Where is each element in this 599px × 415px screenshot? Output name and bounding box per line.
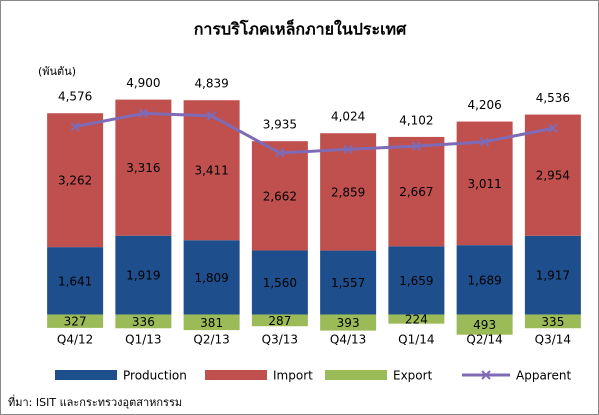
bar <box>320 133 377 251</box>
bar <box>456 314 513 335</box>
total-label: 4,900 <box>126 76 160 90</box>
bar <box>183 100 240 241</box>
bar <box>47 314 104 328</box>
value-label: 287 <box>268 314 291 328</box>
value-label: 393 <box>337 316 360 330</box>
value-label: 1,641 <box>58 274 92 288</box>
line-marker <box>411 141 422 151</box>
total-label: 4,024 <box>331 110 365 124</box>
value-label: 1,560 <box>263 276 297 290</box>
bar <box>251 250 308 315</box>
value-label: 2,662 <box>263 189 297 203</box>
bar <box>388 246 445 315</box>
line-marker <box>479 137 490 147</box>
line-marker <box>275 148 285 158</box>
line <box>74 111 554 155</box>
source: ที่มา: ISIT และกระทรวงอุตสาหกรรม <box>8 394 182 409</box>
value-label: 3,316 <box>126 161 160 175</box>
x-tick-label: Q2/13 <box>193 333 229 347</box>
value-label: 3,011 <box>467 177 501 191</box>
bar <box>388 314 445 324</box>
bar <box>183 314 240 331</box>
bar <box>524 114 581 236</box>
chart-title: การบริโภคเหล็กภายในประเทศ <box>194 18 407 39</box>
legend-label: Export <box>393 369 433 383</box>
bar <box>456 245 513 315</box>
value-label: 336 <box>132 315 155 329</box>
total-label: 4,839 <box>194 77 228 91</box>
value-label: 381 <box>200 316 223 330</box>
value-label: 2,667 <box>399 185 433 199</box>
legend-marker <box>481 370 491 380</box>
x-tick-label: Q3/14 <box>535 333 571 347</box>
line-marker <box>70 121 80 132</box>
line-marker <box>138 108 149 119</box>
x-tick-label: Q2/14 <box>466 333 502 347</box>
bar <box>183 240 240 315</box>
value-label: 224 <box>405 313 428 327</box>
total-label: 4,102 <box>399 113 433 127</box>
bar <box>115 235 172 315</box>
legend-label: Production <box>123 369 187 383</box>
legend-label: Apparent <box>516 369 571 383</box>
value-label: 335 <box>541 315 564 329</box>
value-label: 3,411 <box>194 164 228 178</box>
value-label: 2,954 <box>536 169 570 183</box>
value-label: 2,859 <box>331 185 365 199</box>
value-label: 1,689 <box>467 273 501 287</box>
line-marker <box>206 111 217 121</box>
total-label: 4,576 <box>58 90 92 104</box>
value-label: 1,919 <box>126 269 160 283</box>
legend-swatch <box>325 370 387 380</box>
x-tick-label: Q4/13 <box>330 333 366 347</box>
line-marker <box>548 123 558 134</box>
value-label: 1,917 <box>536 269 570 283</box>
value-label: 1,809 <box>194 271 228 285</box>
value-label: 3,262 <box>58 174 92 188</box>
value-label: 493 <box>473 318 496 332</box>
x-tick-label: Q1/13 <box>125 333 161 347</box>
legend-swatch <box>205 370 267 380</box>
bar <box>320 314 377 331</box>
value-label: 1,659 <box>399 274 433 288</box>
bar <box>47 247 104 315</box>
x-tick-label: Q1/14 <box>398 333 434 347</box>
bar <box>251 141 308 251</box>
line-marker <box>343 144 353 155</box>
y-axis-label: (พันตัน) <box>38 65 76 78</box>
total-label: 4,536 <box>536 91 570 105</box>
x-tick-label: Q3/13 <box>262 333 298 347</box>
legend-label: Import <box>273 369 313 383</box>
legend-swatch <box>55 370 117 380</box>
bar <box>115 314 172 329</box>
value-label: 327 <box>64 315 87 329</box>
bar <box>115 99 172 236</box>
total-label: 4,206 <box>467 98 501 112</box>
bar <box>388 136 445 247</box>
bar <box>524 235 581 315</box>
value-label: 1,557 <box>331 276 365 290</box>
x-tick-label: Q4/12 <box>57 333 93 347</box>
bar <box>47 113 104 248</box>
total-label: 3,935 <box>263 118 297 132</box>
bar <box>320 250 377 315</box>
bar <box>251 314 308 327</box>
bar <box>524 314 581 329</box>
